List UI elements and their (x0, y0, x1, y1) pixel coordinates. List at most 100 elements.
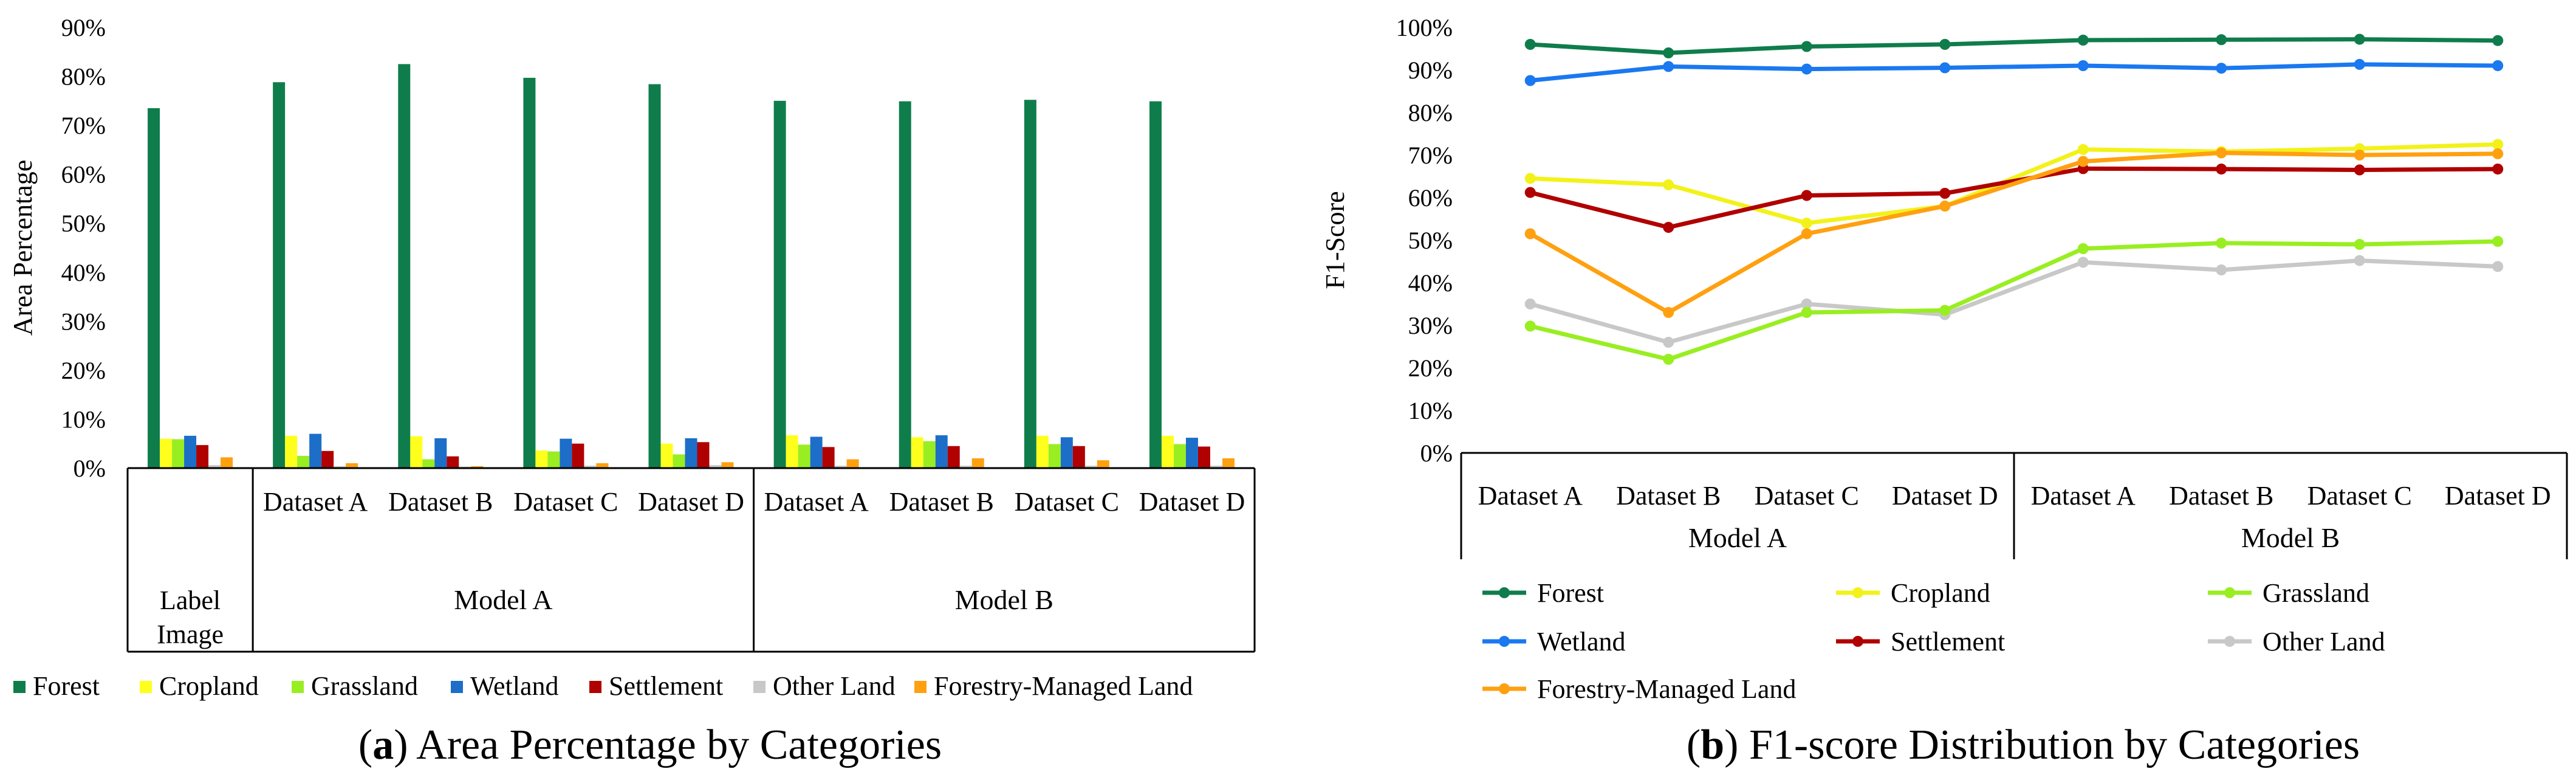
legend-swatch-other-land (753, 681, 766, 693)
a-group-label-model-a: Model A (454, 584, 552, 615)
a-ytick-label: 60% (61, 161, 106, 188)
bar-settlement (321, 450, 334, 468)
b-ytick-label: 50% (1408, 227, 1453, 254)
point-wetland (1801, 63, 1812, 75)
caption-a: (a) Area Percentage by Categories (358, 722, 942, 768)
chart-b: 0% 10% 20% 30% 40% 50% 60% 70% 80% 90% 100% F1-Scor… (1320, 14, 2568, 704)
bar-settlement (1197, 446, 1210, 468)
bar-other-land (709, 465, 722, 468)
b-category-label: Dataset B (2169, 481, 2273, 511)
legend-label-other-land: Other Land (773, 671, 896, 701)
b-group-label-model-b: Model B (2241, 522, 2340, 553)
a-ytick-label: 10% (61, 405, 106, 433)
point-grassland (2492, 236, 2504, 247)
legend-swatch-settlement (589, 681, 601, 693)
a-category-label: Dataset C (1015, 487, 1119, 517)
line-grassland (1529, 239, 2498, 362)
point-settlement (1663, 222, 1674, 233)
point-grassland (2354, 239, 2365, 250)
bar-wetland (810, 436, 823, 468)
point-cropland (2077, 143, 2089, 155)
point-settlement (2216, 164, 2227, 175)
legend-marker-wetland (1499, 636, 1510, 647)
a-ytick-label: 0% (74, 455, 106, 482)
caption-a-letter: a (372, 722, 394, 768)
a-group-label-model-b: Model B (955, 584, 1053, 615)
bar-grassland (422, 459, 435, 468)
point-wetland (2216, 63, 2227, 74)
point-other-land (2216, 264, 2227, 275)
legend-label-wetland: Wetland (470, 671, 559, 701)
bar-grassland (923, 441, 936, 468)
point-other-land (2492, 261, 2504, 272)
point-forestry-managed-land (2077, 156, 2089, 167)
a-legend: Forest Cropland Grassland Wetland Settlement… (13, 671, 1193, 701)
legend-marker-forestry-managed-land (1499, 683, 1510, 694)
a-ylabel: Area Percentage (8, 160, 38, 336)
point-wetland (2077, 60, 2089, 71)
bar-wetland (309, 433, 322, 468)
line-forestry-managed-land (1529, 151, 2498, 315)
point-settlement (2354, 164, 2365, 176)
a-ytick-label: 40% (61, 259, 106, 286)
point-forest (2492, 35, 2504, 46)
bar-forestry-managed-land (221, 457, 233, 468)
point-wetland (1663, 61, 1674, 72)
bar-grassland (798, 444, 810, 468)
bar-other-land (584, 465, 597, 468)
bar-cropland (285, 435, 298, 468)
line-settlement (1529, 166, 2498, 230)
legend-label-settlement: Settlement (609, 671, 723, 701)
bar-settlement (572, 443, 584, 468)
point-forestry-managed-land (1663, 307, 1674, 318)
bar-forest (398, 64, 411, 468)
bar-cropland (786, 435, 798, 468)
bar-other-land (334, 466, 346, 468)
b-ytick-label: 90% (1408, 57, 1453, 84)
bar-wetland (434, 438, 447, 468)
b-legend: Forest Cropland Grassland Wetland Settlement… (1482, 578, 2385, 704)
legend-marker-cropland (1852, 587, 1863, 598)
legend-swatch-forest (13, 681, 26, 693)
bar-other-land (959, 465, 972, 468)
bar-other-land (1084, 465, 1097, 468)
point-other-land (1524, 298, 1536, 309)
point-cropland (2492, 139, 2504, 150)
point-other-land (2077, 257, 2089, 268)
point-grassland (2077, 243, 2089, 254)
bar-forest (1024, 100, 1036, 468)
b-category-label: Dataset C (2307, 481, 2412, 511)
point-grassland (1524, 320, 1536, 332)
legend-swatch-wetland (451, 681, 463, 693)
a-ytick-label: 30% (61, 308, 106, 335)
point-forest (1801, 41, 1812, 52)
bar-cropland (535, 450, 548, 468)
b-ytick-label: 100% (1396, 14, 1453, 41)
bar-settlement (947, 446, 960, 468)
legend-label-grassland: Grassland (2263, 578, 2369, 608)
point-forestry-managed-land (1524, 228, 1536, 240)
bar-forestry-managed-land (1222, 458, 1235, 468)
bar-forestry-managed-land (471, 466, 484, 468)
point-settlement (1524, 187, 1536, 198)
a-group-label-image-l1: Label (160, 585, 221, 615)
legend-marker-other-land (2224, 636, 2235, 647)
point-grassland (1663, 354, 1674, 365)
bar-other-land (1210, 465, 1222, 468)
b-category-label: Dataset D (1892, 481, 1998, 511)
point-forestry-managed-land (1801, 228, 1812, 240)
b-group-label-model-a: Model A (1688, 522, 1787, 553)
a-category-label: Dataset A (764, 487, 869, 517)
b-category-label: Dataset B (1616, 481, 1721, 511)
caption-b-letter: b (1701, 722, 1724, 768)
b-ytick-label: 20% (1408, 354, 1453, 382)
bar-other-land (834, 465, 847, 468)
line-forest (1530, 37, 2498, 55)
legend-label-other-land: Other Land (2263, 627, 2385, 657)
a-category-label: Dataset B (388, 487, 493, 517)
point-other-land (1663, 337, 1674, 348)
bar-grassland (547, 451, 560, 468)
bar-forest (648, 84, 661, 468)
line-wetland (1530, 62, 2498, 83)
